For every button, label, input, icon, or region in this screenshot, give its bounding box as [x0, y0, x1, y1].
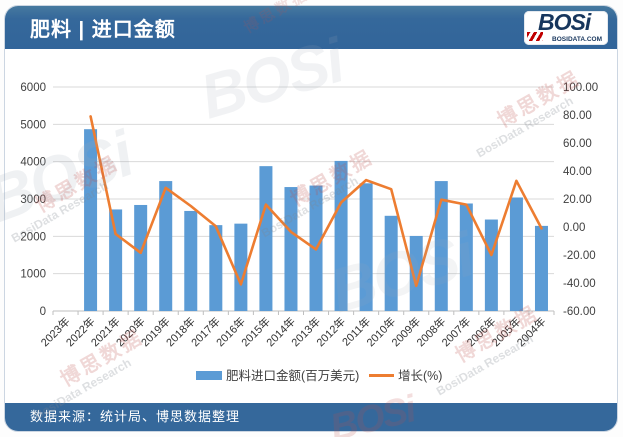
left-axis-tick: 6000 [20, 82, 46, 94]
bar-2010年 [384, 215, 398, 311]
left-axis-tick: 4000 [20, 157, 46, 169]
logo-text: BOSi [538, 9, 591, 35]
bar-2009年 [409, 235, 423, 311]
bar-2006年 [484, 219, 498, 311]
left-axis-tick: 1000 [20, 269, 46, 281]
left-axis-tick: 3000 [20, 194, 46, 206]
right-axis-tick: 100.00 [563, 82, 598, 94]
right-axis-tick: 40.00 [563, 166, 592, 178]
legend-bar-label: 肥料进口金额(百万美元) [226, 368, 359, 383]
combo-chart: 6000 5000 4000 3000 2000 1000 0 100.00 80.00 60.0… [20, 82, 598, 383]
report-card: 肥料 | 进口金额 BOSi BOSIDATA.COM 6000 5000 4000… [4, 5, 618, 432]
bar-2011年 [359, 183, 373, 311]
bosi-logo: BOSi BOSIDATA.COM [524, 9, 608, 45]
logo-stripes-icon [527, 32, 543, 41]
page-title: 肥料 | 进口金额 [30, 19, 176, 41]
right-axis-tick: -40.00 [563, 278, 596, 290]
left-axis-tick: 0 [40, 306, 46, 318]
bar-2004年 [534, 225, 548, 311]
logo-domain-text: BOSIDATA.COM [552, 36, 602, 43]
growth-line [89, 115, 543, 288]
bar-2020年 [134, 204, 148, 311]
left-axis-tick: 5000 [20, 119, 46, 131]
bar-2017年 [209, 225, 223, 311]
bar-2015年 [259, 166, 273, 311]
bar-2012年 [334, 160, 348, 311]
right-axis-tick: 80.00 [563, 110, 592, 122]
right-axis-tick: 20.00 [563, 194, 592, 206]
right-axis-tick: -20.00 [563, 250, 596, 262]
right-axis-tick: 0.00 [563, 222, 585, 234]
right-axis-tick: -60.00 [563, 306, 596, 318]
left-axis-tick: 2000 [20, 231, 46, 243]
bar-2018年 [184, 210, 198, 311]
legend-bar-swatch [196, 371, 222, 380]
bar-2019年 [159, 181, 173, 311]
bar-2014年 [284, 187, 298, 311]
bar-2007年 [459, 203, 473, 311]
bar-2021年 [109, 209, 123, 311]
footer-bar: 数据来源：统计局、博思数据整理 [5, 403, 617, 431]
bar-2016年 [234, 223, 248, 311]
data-source-text: 数据来源：统计局、博思数据整理 [30, 409, 241, 424]
bar-2005年 [509, 197, 523, 311]
header-bar: 肥料 | 进口金额 BOSi BOSIDATA.COM [5, 6, 617, 49]
right-axis-tick: 60.00 [563, 138, 592, 150]
bar-2022年 [84, 129, 98, 311]
legend-line-label: 增长(%) [398, 368, 442, 383]
